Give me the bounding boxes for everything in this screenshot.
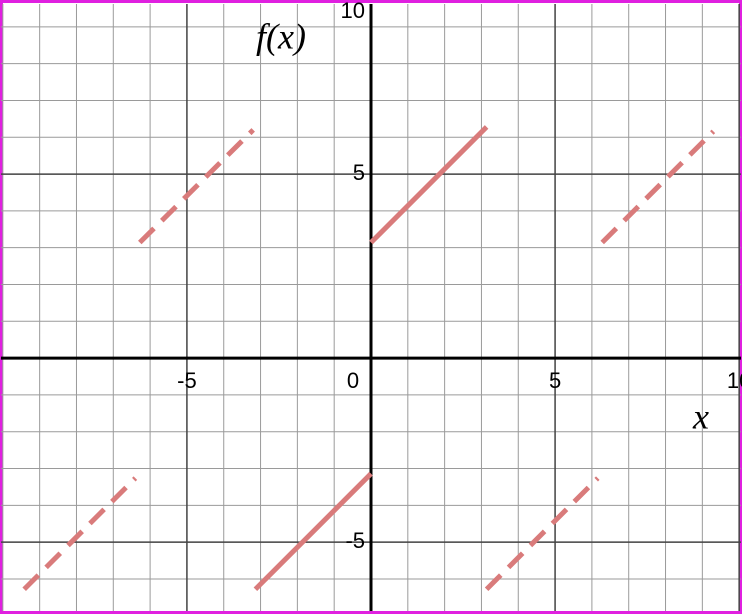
segment: [22, 476, 138, 592]
y-axis-label: f(x): [256, 16, 306, 56]
labels: -5 0 5 10 -5 5 10 x f(x): [177, 0, 742, 553]
y-tick-label: 10: [341, 0, 365, 23]
segment: [484, 476, 600, 592]
x-tick-label: 0: [347, 368, 359, 393]
x-tick-label: -5: [177, 368, 197, 393]
x-axis-label: x: [692, 396, 709, 436]
x-tick-label: 10: [727, 368, 742, 393]
y-tick-label: -5: [345, 528, 365, 553]
segment: [369, 125, 489, 245]
marks: [22, 125, 716, 592]
axes: [1, 4, 741, 611]
segment: [253, 471, 373, 592]
x-tick-label: 5: [549, 368, 561, 393]
segment: [600, 129, 716, 245]
segment: [138, 128, 255, 245]
y-tick-label: 5: [353, 160, 365, 185]
